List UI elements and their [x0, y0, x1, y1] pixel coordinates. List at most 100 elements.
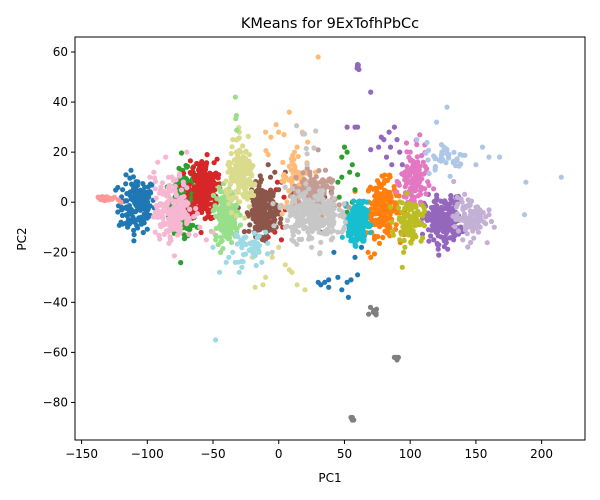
scatter-point-cluster-2 [178, 260, 184, 266]
scatter-point-cluster-9 [355, 207, 361, 213]
scatter-point-cluster-11 [291, 149, 298, 155]
scatter-point-cluster-5 [275, 211, 281, 217]
scatter-point-cluster-12 [223, 230, 229, 236]
scatter-point-cluster-8 [389, 219, 395, 225]
scatter-point-cluster-11 [284, 199, 290, 205]
scatter-point-cluster-12 [237, 222, 244, 228]
scatter-point-cluster-18 [233, 213, 239, 219]
scatter-point-cluster-6 [410, 176, 416, 182]
scatter-point-cluster-14 [486, 207, 492, 213]
scatter-point-cluster-8 [421, 205, 427, 211]
scatter-point-cluster-11 [286, 109, 292, 115]
scatter-point-cluster-16 [170, 200, 176, 206]
scatter-point-cluster-18 [248, 166, 254, 172]
scatter-point-cluster-9 [362, 209, 369, 215]
scatter-point-cluster-10 [459, 152, 465, 158]
scatter-point-cluster-14 [473, 225, 479, 231]
scatter-point-cluster-18 [230, 137, 236, 143]
scatter-point-cluster-2 [181, 232, 187, 238]
scatter-point-cluster-0 [113, 187, 119, 193]
scatter-point-cluster-17 [331, 219, 337, 225]
scatter-point-cluster-1 [372, 233, 378, 239]
scatter-point-cluster-3 [191, 175, 197, 181]
scatter-point-cluster-2 [176, 165, 182, 171]
scatter-point-cluster-14 [455, 201, 461, 207]
scatter-point-cluster-4 [434, 192, 440, 198]
scatter-point-cluster-17 [308, 206, 314, 212]
scatter-point-cluster-19 [240, 259, 246, 265]
scatter-point-cluster-18 [234, 167, 240, 173]
scatter-point-cluster-6 [425, 179, 431, 185]
scatter-point-cluster-17 [309, 218, 316, 224]
scatter-point-cluster-4 [432, 222, 438, 228]
scatter-point-cluster-19 [259, 259, 265, 265]
scatter-point-cluster-19 [223, 259, 229, 265]
scatter-point-cluster-16 [157, 187, 163, 194]
scatter-point-cluster-6 [396, 182, 402, 188]
scatter-point-cluster-16 [173, 191, 179, 197]
scatter-point-cluster-9 [345, 229, 351, 235]
scatter-point-cluster-17 [311, 214, 318, 220]
scatter-point-cluster-22 [304, 162, 310, 168]
scatter-point-cluster-3 [199, 209, 205, 215]
scatter-point-cluster-0 [144, 210, 150, 216]
scatter-point-cluster-16 [162, 207, 168, 213]
scatter-point-cluster-4 [386, 129, 392, 135]
scatter-point-cluster-17 [339, 229, 345, 235]
scatter-point-cluster-11 [280, 173, 286, 179]
scatter-point-cluster-9 [363, 223, 369, 229]
scatter-point-cluster-0 [125, 224, 131, 230]
scatter-point-cluster-0 [331, 249, 337, 255]
scatter-point-cluster-19 [251, 230, 257, 236]
scatter-point-cluster-9 [361, 237, 367, 243]
scatter-point-cluster-18 [246, 176, 252, 183]
scatter-point-cluster-0 [131, 217, 137, 223]
scatter-point-cluster-4 [424, 217, 430, 223]
scatter-point-cluster-12 [225, 221, 231, 227]
scatter-point-cluster-0 [128, 196, 134, 202]
scatter-point-cluster-0 [140, 229, 146, 236]
scatter-point-cluster-4 [376, 144, 382, 150]
scatter-point-cluster-14 [470, 220, 476, 226]
scatter-point-cluster-11 [273, 122, 279, 128]
scatter-point-cluster-14 [451, 178, 457, 185]
x-tick-label: −50 [200, 447, 225, 461]
scatter-point-cluster-17 [306, 233, 313, 240]
scatter-point-cluster-6 [415, 165, 421, 171]
scatter-point-cluster-20 [355, 61, 361, 68]
scatter-point-cluster-19 [232, 259, 238, 265]
scatter-point-cluster-11 [289, 159, 295, 165]
scatter-point-cluster-2 [336, 194, 342, 200]
scatter-point-cluster-5 [257, 191, 263, 197]
scatter-point-cluster-0 [131, 232, 137, 238]
scatter-point-cluster-2 [178, 150, 185, 156]
scatter-point-cluster-12 [220, 246, 226, 252]
scatter-point-cluster-17 [287, 208, 293, 214]
scatter-point-cluster-16 [168, 209, 174, 216]
scatter-point-cluster-18 [236, 135, 242, 141]
scatter-point-cluster-11 [281, 132, 287, 138]
scatter-point-cluster-18 [282, 262, 288, 268]
scatter-point-cluster-9 [356, 223, 362, 229]
scatter-point-cluster-1 [374, 178, 381, 184]
scatter-point-cluster-2 [188, 222, 194, 229]
scatter-point-cluster-6 [417, 191, 423, 197]
scatter-point-cluster-17 [317, 251, 323, 257]
scatter-point-cluster-14 [475, 229, 482, 235]
scatter-point-cluster-1 [385, 196, 391, 203]
scatter-point-cluster-15 [328, 179, 334, 185]
scatter-point-cluster-16 [147, 174, 153, 180]
scatter-point-cluster-0 [118, 219, 124, 225]
scatter-point-cluster-4 [378, 134, 384, 140]
scatter-point-cluster-0 [123, 212, 129, 218]
scatter-point-cluster-19 [253, 262, 259, 269]
scatter-point-cluster-12 [210, 192, 216, 198]
scatter-point-cluster-9 [348, 238, 354, 244]
scatter-point-cluster-3 [203, 172, 209, 178]
scatter-point-cluster-7 [349, 417, 355, 423]
scatter-point-cluster-12 [217, 224, 223, 230]
scatter-point-cluster-3 [191, 187, 197, 193]
scatter-point-cluster-2 [347, 169, 353, 175]
scatter-point-cluster-16 [172, 219, 178, 225]
scatter-point-cluster-6 [431, 186, 437, 192]
